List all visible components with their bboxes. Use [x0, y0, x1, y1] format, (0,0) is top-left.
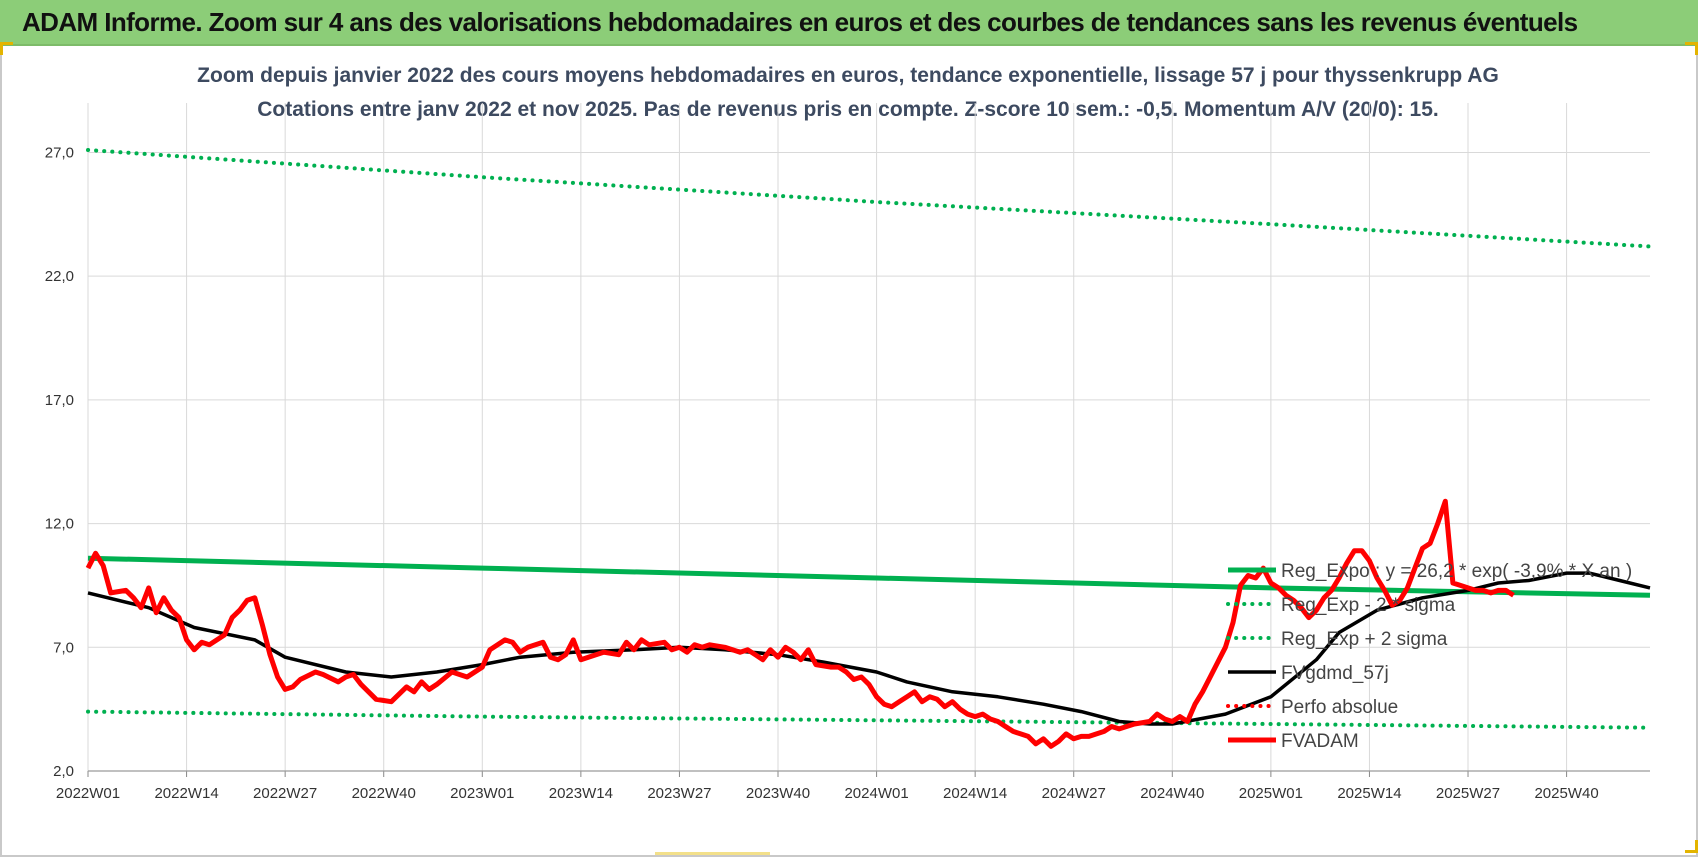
x-tick-label: 2023W14	[549, 785, 613, 802]
x-tick-label: 2023W27	[647, 785, 711, 802]
plot-grid	[87, 103, 1650, 772]
legend-label-0: Reg_Expo : y = 26,2 * exp( -3,9% * X an …	[1281, 561, 1632, 582]
x-tick-label: 2025W40	[1534, 785, 1598, 802]
y-tick-label: 27,0	[45, 144, 74, 161]
x-axis: 2022W01 2022W14 2022W27 2022W40 2023W01 2023W…	[56, 770, 1650, 802]
selection-handle-top-left[interactable]	[0, 42, 13, 55]
y-axis: 2,0 7,0 12,0 17,0 22,0 27,0	[45, 144, 74, 780]
x-tick-label: 2024W01	[844, 785, 908, 802]
legend: Reg_Expo : y = 26,2 * exp( -3,9% * X an …	[1226, 561, 1632, 752]
banner-title: ADAM Informe. Zoom sur 4 ans des valoris…	[22, 7, 1578, 37]
y-tick-label: 7,0	[53, 639, 74, 656]
x-tick-label: 2022W14	[154, 785, 218, 802]
x-tick-label: 2024W27	[1042, 785, 1106, 802]
x-tick-label: 2023W01	[450, 785, 514, 802]
series-line-1	[86, 709, 1652, 730]
series-line-3	[87, 571, 1651, 726]
legend-label-2: Reg_Exp + 2 sigma	[1281, 629, 1448, 650]
x-tick-label: 2022W40	[352, 785, 416, 802]
series-line-2	[86, 148, 1652, 249]
legend-label-5: FVADAM	[1281, 731, 1359, 752]
x-tick-label: 2024W14	[943, 785, 1007, 802]
series-line-0	[87, 555, 1651, 598]
selection-handle-bottom[interactable]	[655, 852, 770, 855]
series-line-5	[85, 498, 1515, 749]
chart-subtitle: Cotations entre janv 2022 et nov 2025. P…	[257, 98, 1438, 121]
x-tick-label: 2023W40	[746, 785, 810, 802]
banner: ADAM Informe. Zoom sur 4 ans des valoris…	[0, 0, 1698, 46]
x-tick-label: 2025W14	[1337, 785, 1401, 802]
y-tick-label: 12,0	[45, 516, 74, 533]
x-tick-label: 2022W27	[253, 785, 317, 802]
x-tick-label: 2024W40	[1140, 785, 1204, 802]
x-tick-label: 2022W01	[56, 785, 120, 802]
legend-label-3: FVgdmd_57j	[1281, 663, 1389, 684]
y-tick-label: 22,0	[45, 268, 74, 285]
selection-handle-top-right[interactable]	[1685, 42, 1698, 55]
selection-handle-bottom-right[interactable]	[1685, 840, 1698, 853]
chart-title: Zoom depuis janvier 2022 des cours moyen…	[197, 64, 1499, 87]
x-tick-label: 2025W27	[1436, 785, 1500, 802]
line-chart: Zoom depuis janvier 2022 des cours moyen…	[45, 64, 1652, 802]
y-tick-label: 2,0	[53, 763, 74, 780]
legend-label-4: Perfo absolue	[1281, 697, 1398, 718]
legend-label-1: Reg_Exp - 2 * sigma	[1281, 595, 1456, 616]
x-tick-label: 2025W01	[1239, 785, 1303, 802]
series-group	[85, 148, 1652, 749]
y-tick-label: 17,0	[45, 392, 74, 409]
